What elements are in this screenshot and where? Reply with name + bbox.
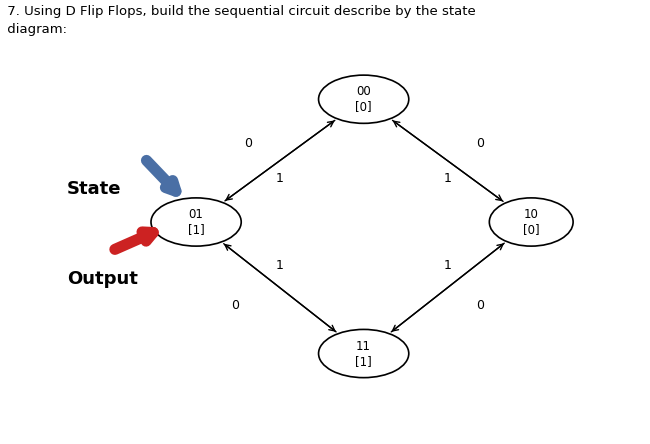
Text: State: State <box>67 180 122 198</box>
Text: 0: 0 <box>231 299 239 312</box>
Text: 0: 0 <box>476 137 484 150</box>
Text: 0: 0 <box>244 137 252 150</box>
Text: 1: 1 <box>443 172 451 185</box>
Text: 7. Using D Flip Flops, build the sequential circuit describe by the state: 7. Using D Flip Flops, build the sequent… <box>3 5 476 18</box>
Text: 0: 0 <box>476 299 484 312</box>
Text: 00
[0]: 00 [0] <box>356 85 372 113</box>
Text: diagram:: diagram: <box>3 23 67 36</box>
Text: 1: 1 <box>276 259 284 272</box>
Text: Output: Output <box>67 270 138 288</box>
Text: 11
[1]: 11 [1] <box>356 340 372 368</box>
Text: 1: 1 <box>443 259 451 272</box>
Text: 01
[1]: 01 [1] <box>188 208 205 236</box>
Text: 10
[0]: 10 [0] <box>523 208 540 236</box>
Text: 1: 1 <box>276 172 284 185</box>
